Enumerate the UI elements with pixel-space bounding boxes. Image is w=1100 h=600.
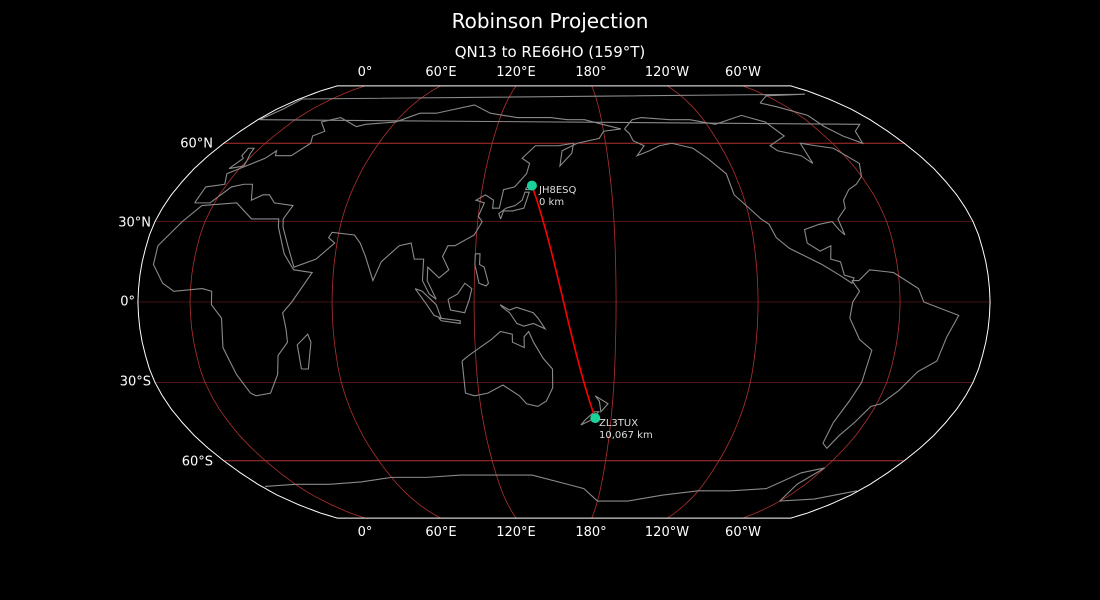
lon-tick-top: 60°E	[425, 65, 457, 80]
station-distance: 10,067 km	[599, 430, 653, 441]
coastline	[624, 114, 863, 285]
lat-tick: 30°S	[119, 374, 151, 390]
coastline	[296, 333, 312, 370]
lon-tick-bottom: 0°	[357, 525, 373, 540]
coastline	[265, 467, 858, 502]
coastline	[438, 317, 461, 325]
lon-tick-bottom: 60°W	[725, 525, 761, 540]
station-marker-start[interactable]	[526, 180, 537, 191]
map-boundary	[137, 85, 991, 519]
great-circle-path	[531, 185, 597, 419]
coastline	[594, 395, 609, 414]
lat-tick: 60°S	[181, 454, 213, 470]
map-title: Robinson Projection	[451, 9, 649, 33]
lon-tick-bottom: 60°E	[425, 525, 457, 540]
coastline	[194, 104, 622, 300]
coastline	[499, 304, 547, 331]
lon-tick-top: 120°W	[644, 65, 690, 80]
coastline	[474, 253, 490, 287]
station-distance: 0 km	[539, 197, 565, 208]
lat-tick: 30°N	[118, 215, 151, 231]
coastline	[580, 411, 600, 426]
station-marker-end[interactable]	[590, 413, 601, 424]
station-call: ZL3TUX	[599, 418, 639, 429]
station-label-start: JH8ESQ 0 km	[539, 185, 576, 209]
map-subtitle: QN13 to RE66HO (159°T)	[454, 43, 646, 61]
coastline	[259, 93, 864, 145]
station-label-end: ZL3TUX 10,067 km	[599, 418, 653, 442]
station-call: JH8ESQ	[539, 185, 577, 196]
coastline	[822, 269, 960, 450]
lat-tick: 0°	[120, 294, 135, 310]
lon-tick-bottom: 180°	[575, 525, 607, 540]
lat-tick: 60°N	[180, 136, 213, 152]
coastline	[498, 191, 531, 220]
lon-tick-bottom: 120°W	[644, 525, 690, 540]
lon-tick-top: 60°W	[725, 65, 761, 80]
graticule	[137, 85, 991, 519]
lon-tick-top: 120°E	[496, 65, 536, 80]
coastline	[152, 202, 314, 397]
coastline	[228, 147, 256, 170]
lon-tick-top: 0°	[357, 65, 373, 80]
coastline	[447, 282, 473, 314]
lon-tick-top: 180°	[575, 65, 607, 80]
lon-tick-bottom: 120°E	[496, 525, 536, 540]
coastline	[461, 330, 554, 408]
coastlines	[152, 93, 960, 502]
